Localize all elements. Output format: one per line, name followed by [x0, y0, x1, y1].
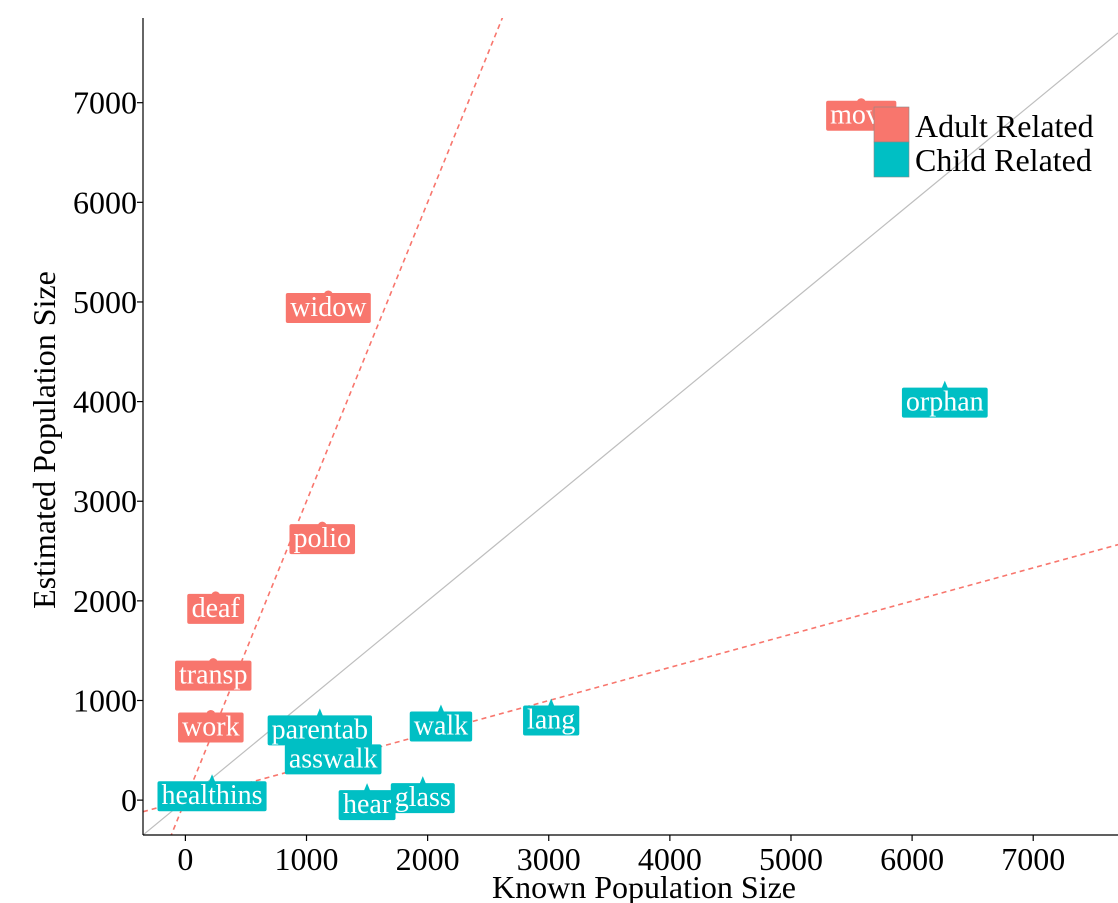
label-widow: widow	[285, 292, 371, 323]
label-polio: polio	[289, 523, 356, 555]
label-deaf: deaf	[187, 593, 245, 624]
y-axis-title: Estimated Population Size	[26, 271, 62, 609]
label-glass: glass	[390, 782, 455, 814]
legend-label-child: Child Related	[915, 142, 1092, 178]
label-text: transp	[179, 660, 247, 691]
y-tick-label: 0	[121, 782, 137, 818]
label-lang: lang	[523, 704, 580, 736]
label-hear: hear	[338, 789, 396, 821]
reference-lines	[143, 18, 1118, 835]
label-box	[523, 705, 580, 736]
x-tick-label: 4000	[638, 841, 702, 877]
label-text: parentab	[272, 714, 368, 745]
y-tick-label: 4000	[73, 384, 137, 420]
label-box	[157, 781, 267, 812]
label-box	[284, 744, 382, 775]
label-text: walk	[414, 710, 468, 741]
y-tick-label: 2000	[73, 583, 137, 619]
label-text: asswalk	[289, 743, 378, 774]
y-tick-label: 3000	[73, 483, 137, 519]
reference-line-lower-bound	[143, 543, 1118, 813]
legend-label-adult: Adult Related	[915, 108, 1094, 144]
x-tick-label: 7000	[1001, 841, 1065, 877]
label-text: hear	[343, 789, 392, 820]
legend-key-adult	[873, 106, 910, 143]
y-tick-label: 1000	[73, 682, 137, 718]
reference-line-upper-bound	[170, 18, 504, 835]
x-tick-label: 3000	[517, 841, 581, 877]
legend-key-child	[873, 141, 910, 178]
label-work: work	[178, 711, 244, 743]
ticks: 0 1000 2000 3000 4000 5000 6000 7000 0 1000 2000 30…	[73, 85, 1065, 877]
label-box	[338, 790, 396, 821]
label-asswalk: asswalk	[284, 743, 382, 775]
label-healthins: healthins	[157, 780, 267, 812]
y-tick-label: 7000	[73, 85, 137, 121]
label-box	[178, 712, 244, 743]
label-box	[285, 292, 371, 323]
y-tick-label: 6000	[73, 184, 137, 220]
label-text: lang	[527, 704, 575, 735]
point-labels: movewidowpoliodeaftranspworkorphanlangwa…	[157, 100, 988, 821]
label-walk: walk	[409, 710, 473, 742]
label-box	[409, 711, 473, 742]
x-tick-label: 5000	[759, 841, 823, 877]
label-text: deaf	[192, 593, 241, 624]
label-text: work	[182, 711, 240, 742]
label-box	[267, 715, 373, 746]
label-text: orphan	[906, 387, 984, 418]
x-tick-label: 2000	[396, 841, 460, 877]
axes	[142, 18, 1118, 836]
label-transp: transp	[175, 660, 252, 691]
x-tick-label: 0	[177, 841, 193, 877]
x-tick-label: 1000	[275, 841, 339, 877]
x-tick-label: 6000	[880, 841, 944, 877]
label-text: healthins	[161, 780, 262, 811]
label-text: widow	[290, 292, 367, 323]
y-tick-label: 5000	[73, 284, 137, 320]
label-text: glass	[395, 782, 451, 813]
legend: Adult Related Child Related	[873, 106, 1094, 178]
label-parentab: parentab	[267, 714, 373, 746]
label-box	[901, 387, 988, 418]
label-box	[187, 593, 245, 624]
label-orphan: orphan	[901, 387, 988, 418]
label-box	[289, 524, 356, 555]
label-text: polio	[293, 523, 351, 554]
label-box	[175, 660, 252, 691]
x-axis-title: Known Population Size	[492, 869, 796, 903]
reference-line-identity	[143, 32, 1118, 835]
label-box	[390, 783, 455, 814]
